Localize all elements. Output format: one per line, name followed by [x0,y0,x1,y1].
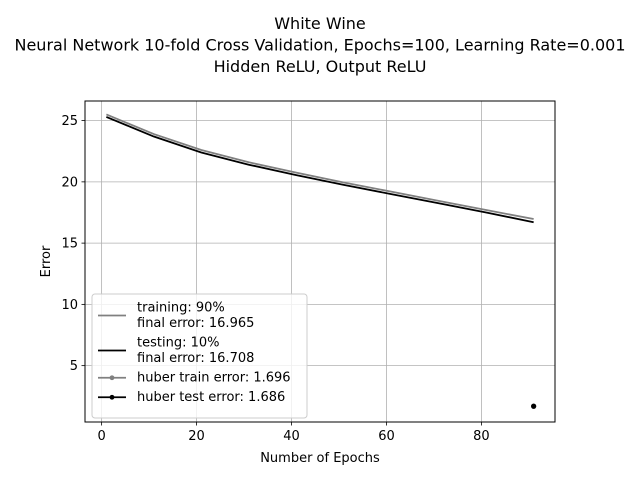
chart-title: White Wine Neural Network 10-fold Cross V… [14,14,625,76]
legend-label-1-2: final error: 16.965 [137,316,254,331]
x-tick-label: 40 [283,429,300,444]
chart-title-line-1: White Wine [274,14,366,33]
legend-label-3-1: huber train error: 1.696 [137,371,291,386]
series-line-2 [106,116,534,224]
x-axis-label: Number of Epochs [260,451,380,466]
x-tick-label: 80 [473,429,490,444]
legend-box [91,293,308,419]
x-tick-label: 60 [378,429,395,444]
legend-label-1-1: training: 90% [137,301,225,316]
legend-marker-4 [109,394,115,400]
legend-label-2-1: testing: 10% [137,336,219,351]
series-line-1 [106,113,534,220]
series-point-4 [531,403,537,409]
legend: training: 90%final error: 16.965 testing:… [91,293,308,419]
series-layer [106,113,537,409]
plot-frame [84,100,556,423]
axis-ticks: 0 20 40 60 80 5 10 15 20 25 [61,114,489,444]
chart-title-line-2: Neural Network 10-fold Cross Validation,… [14,36,625,55]
chart-title-line-3: Hidden ReLU, Output ReLU [214,57,427,76]
legend-label-4-1: huber test error: 1.686 [137,390,285,405]
y-tick-label: 5 [70,359,78,374]
y-axis-label: Error [39,245,54,277]
x-tick-label: 20 [188,429,205,444]
y-tick-label: 25 [61,114,78,129]
y-tick-label: 20 [61,175,78,190]
grid [85,101,555,422]
legend-label-2-2: final error: 16.708 [137,351,254,366]
y-tick-label: 10 [61,298,78,313]
y-tick-label: 15 [61,237,78,252]
legend-marker-3 [109,375,115,381]
x-tick-label: 0 [97,429,105,444]
